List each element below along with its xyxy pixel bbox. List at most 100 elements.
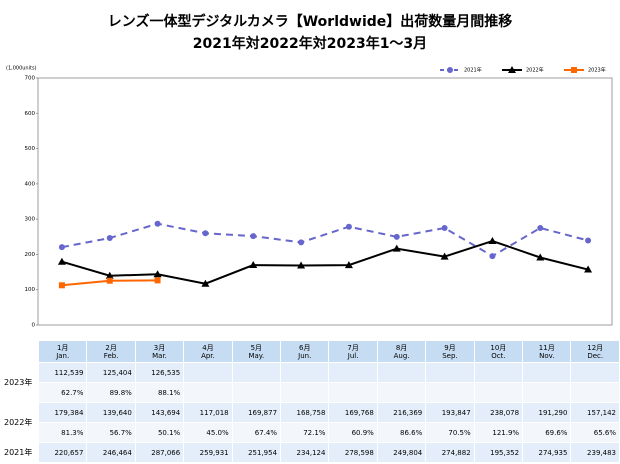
point xyxy=(105,271,114,279)
month-ja: 3月 xyxy=(153,343,166,352)
value-row: 2021年 220,657 246,464 287,066 259,931 251,954… xyxy=(0,442,620,463)
point xyxy=(392,244,401,252)
point xyxy=(153,270,162,278)
y-tick-label: 700 xyxy=(25,76,36,82)
value-cell: 179,384 xyxy=(37,402,88,423)
value-cell: 112,539 xyxy=(37,362,88,383)
month-ja: 8月 xyxy=(395,343,408,352)
ratio-cell xyxy=(473,382,524,403)
legend-marker xyxy=(571,67,577,73)
value-cell xyxy=(183,362,233,383)
y-tick-label: 100 xyxy=(25,287,36,293)
point xyxy=(57,257,66,265)
ratio-cell: 72.1% xyxy=(280,422,330,443)
point xyxy=(154,277,161,284)
ratio-cell xyxy=(280,382,330,403)
row-label: 2021年 xyxy=(0,442,39,463)
month-en: Sep. xyxy=(442,351,458,360)
point xyxy=(298,239,305,246)
month-en: Feb. xyxy=(103,351,119,360)
ratio-cell: 121.9% xyxy=(473,422,524,443)
month-en: Jul. xyxy=(347,351,359,360)
y-tick-label: 600 xyxy=(25,111,36,117)
ratio-row: 62.7% 89.8% 88.1% xyxy=(1,382,620,403)
point xyxy=(250,233,257,240)
month-ja: 10月 xyxy=(490,343,507,352)
chart-title: レンズ一体型デジタルカメラ【Worldwide】出荷数量月間推移 xyxy=(108,13,513,30)
data-table: 1月 Jan. 2月 Feb. 3月 Mar. 4月 Apr. 5月 May. 6月 Jun. 7月 Ju… xyxy=(0,340,620,463)
header-cell: 4月 Apr. xyxy=(183,340,233,363)
value-cell: 195,352 xyxy=(473,442,524,463)
point xyxy=(58,282,65,289)
value-cell: 238,078 xyxy=(473,402,524,423)
value-cell: 246,464 xyxy=(86,442,136,463)
value-cell: 259,931 xyxy=(183,442,233,463)
value-cell: 126,535 xyxy=(134,362,185,383)
value-cell xyxy=(425,362,475,383)
y-axis-label: (1,000units) xyxy=(6,66,37,72)
month-en: Jun. xyxy=(298,351,312,360)
value-cell: 117,018 xyxy=(183,402,233,423)
month-ja: 2月 xyxy=(105,343,117,352)
value-cell: 239,483 xyxy=(570,442,620,463)
ratio-cell xyxy=(231,382,282,403)
point xyxy=(488,236,497,244)
value-cell: 191,290 xyxy=(522,402,572,423)
legend-label: 2022年 xyxy=(526,67,544,74)
point xyxy=(393,233,400,240)
month-ja: 9月 xyxy=(444,343,456,352)
month-ja: 12月 xyxy=(587,343,604,352)
ratio-cell: 89.8% xyxy=(86,382,136,403)
value-row: 2023年 112,539 125,404 126,535 xyxy=(0,362,620,403)
ratio-cell: 69.6% xyxy=(522,422,572,443)
point xyxy=(345,223,352,230)
point xyxy=(297,261,306,269)
month-en: Aug. xyxy=(393,351,410,360)
ratio-cell: 56.7% xyxy=(86,422,136,443)
month-ja: 4月 xyxy=(202,343,214,352)
month-en: May. xyxy=(248,351,265,360)
point xyxy=(58,244,65,251)
header-cell: 6月 Jun. xyxy=(280,340,330,363)
value-cell: 169,877 xyxy=(231,402,282,423)
ratio-cell: 67.4% xyxy=(231,422,282,443)
y-tick-label: 0 xyxy=(32,323,36,329)
ratio-cell: 50.1% xyxy=(134,422,185,443)
ratio-cell xyxy=(183,382,233,403)
y-tick-label: 300 xyxy=(25,217,36,223)
header-cell: 2月 Feb. xyxy=(86,340,136,363)
value-cell: 168,758 xyxy=(280,402,330,423)
value-cell: 251,954 xyxy=(231,442,282,463)
legend-label: 2023年 xyxy=(588,67,606,74)
point xyxy=(584,265,593,273)
ratio-row: 81.3% 56.7% 50.1% 45.0% 67.4% 72.1% 60.9% 86.6%… xyxy=(1,422,620,443)
month-ja: 5月 xyxy=(250,343,263,352)
point xyxy=(489,253,496,260)
value-cell: 216,369 xyxy=(376,402,427,423)
header-cell: 3月 Mar. xyxy=(134,340,185,363)
value-cell: 125,404 xyxy=(86,362,136,383)
point xyxy=(249,261,258,269)
month-ja: 6月 xyxy=(299,343,311,352)
value-cell: 157,142 xyxy=(570,402,620,423)
series-line xyxy=(61,239,589,285)
row-label: 2022年 xyxy=(0,402,39,443)
month-en: Nov. xyxy=(539,351,555,360)
chart: レンズ一体型デジタルカメラ【Worldwide】出荷数量月間推移 2021年対2… xyxy=(6,13,613,329)
ratio-cell xyxy=(376,382,427,403)
legend-label: 2021年 xyxy=(464,67,482,74)
month-en: Oct. xyxy=(491,351,506,360)
point xyxy=(537,224,544,231)
value-cell: 169,768 xyxy=(328,402,378,423)
ratio-cell: 45.0% xyxy=(183,422,233,443)
value-cell xyxy=(328,362,378,383)
ratio-cell: 86.6% xyxy=(376,422,427,443)
header-cell: 8月 Aug. xyxy=(376,340,427,363)
point xyxy=(536,253,545,261)
month-en: Mar. xyxy=(152,351,167,360)
value-cell: 143,694 xyxy=(134,402,185,423)
header-cell: 10月 Oct. xyxy=(473,340,524,363)
header-cell: 5月 May. xyxy=(231,340,282,363)
value-cell xyxy=(376,362,427,383)
